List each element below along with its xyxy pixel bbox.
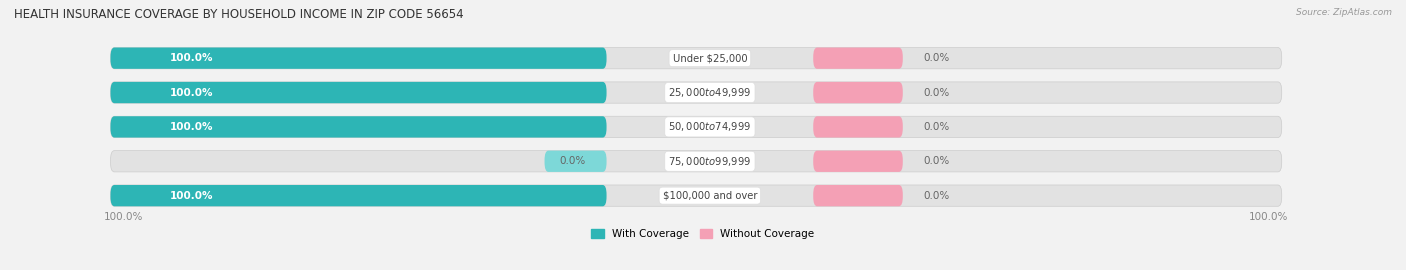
FancyBboxPatch shape: [813, 116, 903, 137]
FancyBboxPatch shape: [111, 48, 1282, 69]
FancyBboxPatch shape: [111, 116, 1282, 137]
Text: 100.0%: 100.0%: [170, 122, 214, 132]
FancyBboxPatch shape: [111, 82, 1282, 103]
Text: $100,000 and over: $100,000 and over: [662, 191, 758, 201]
Text: Under $25,000: Under $25,000: [672, 53, 747, 63]
Text: 100.0%: 100.0%: [104, 212, 143, 222]
FancyBboxPatch shape: [111, 48, 606, 69]
FancyBboxPatch shape: [813, 82, 903, 103]
Text: 0.0%: 0.0%: [924, 156, 949, 166]
FancyBboxPatch shape: [111, 185, 606, 206]
FancyBboxPatch shape: [813, 48, 903, 69]
FancyBboxPatch shape: [111, 151, 1282, 172]
FancyBboxPatch shape: [813, 185, 903, 206]
Text: 100.0%: 100.0%: [170, 53, 214, 63]
Text: HEALTH INSURANCE COVERAGE BY HOUSEHOLD INCOME IN ZIP CODE 56654: HEALTH INSURANCE COVERAGE BY HOUSEHOLD I…: [14, 8, 464, 21]
Text: $75,000 to $99,999: $75,000 to $99,999: [668, 155, 751, 168]
Text: 100.0%: 100.0%: [1249, 212, 1289, 222]
Text: 0.0%: 0.0%: [924, 122, 949, 132]
Text: $50,000 to $74,999: $50,000 to $74,999: [668, 120, 751, 133]
Text: 100.0%: 100.0%: [170, 87, 214, 97]
Text: 100.0%: 100.0%: [170, 191, 214, 201]
FancyBboxPatch shape: [544, 151, 606, 172]
FancyBboxPatch shape: [111, 185, 1282, 206]
Legend: With Coverage, Without Coverage: With Coverage, Without Coverage: [592, 229, 814, 239]
Text: 0.0%: 0.0%: [560, 156, 586, 166]
Text: 0.0%: 0.0%: [924, 87, 949, 97]
Text: $25,000 to $49,999: $25,000 to $49,999: [668, 86, 751, 99]
Text: 0.0%: 0.0%: [924, 53, 949, 63]
Text: 0.0%: 0.0%: [924, 191, 949, 201]
FancyBboxPatch shape: [111, 116, 606, 137]
Text: Source: ZipAtlas.com: Source: ZipAtlas.com: [1296, 8, 1392, 17]
FancyBboxPatch shape: [111, 82, 606, 103]
FancyBboxPatch shape: [813, 151, 903, 172]
